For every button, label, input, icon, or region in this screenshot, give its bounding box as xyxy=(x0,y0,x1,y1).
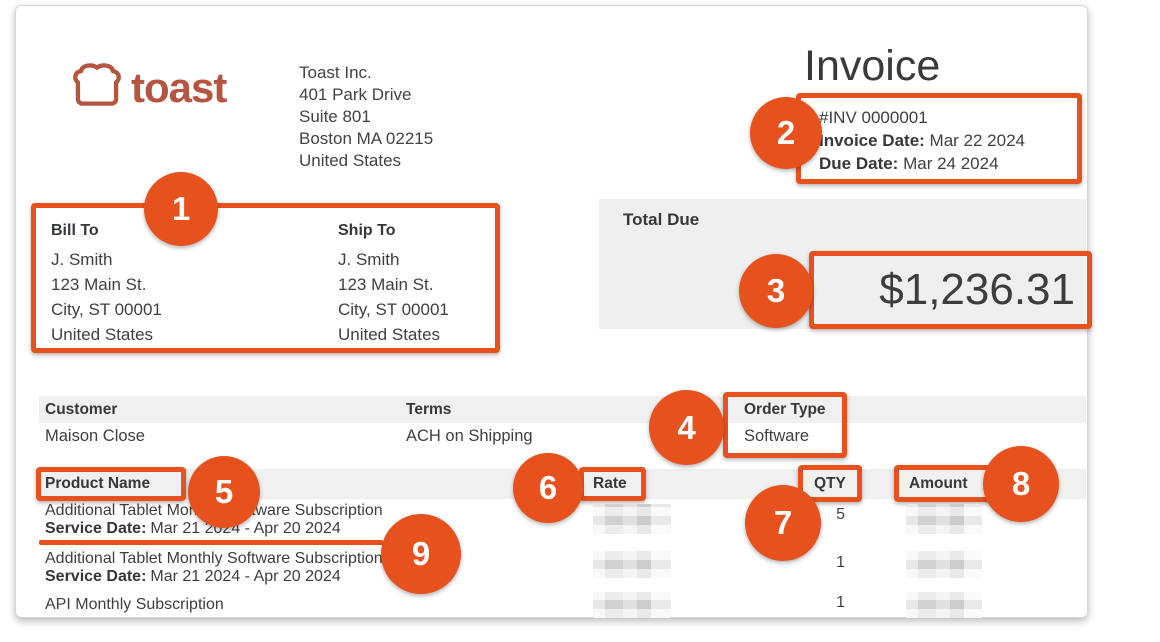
order-type-header: Order Type xyxy=(744,401,826,418)
invoice-number: #INV 0000001 xyxy=(819,108,928,127)
terms-header: Terms xyxy=(406,401,452,418)
customer-value: Maison Close xyxy=(45,427,145,445)
company-street: 401 Park Drive xyxy=(299,85,412,104)
invoice-date-line: Invoice Date: Mar 22 2024 xyxy=(819,129,1077,152)
callout-4: 4 xyxy=(649,390,724,465)
due-date-label: Due Date: xyxy=(819,154,899,173)
redacted-rate-value xyxy=(593,504,671,534)
rate-annotation-box xyxy=(579,467,646,501)
callout-7: 7 xyxy=(745,485,821,561)
ship-to-country: United States xyxy=(338,325,441,344)
order-type-value: Software xyxy=(744,427,810,445)
total-amount: $1,236.31 xyxy=(879,265,1075,314)
total-amount-annotation-box: $1,236.31 xyxy=(809,251,1092,329)
callout-2: 2 xyxy=(750,97,822,169)
callout-9: 9 xyxy=(381,514,461,594)
logo-wordmark: toast xyxy=(131,63,227,111)
redacted-amount-value xyxy=(906,551,982,578)
amount-annotation-box xyxy=(894,465,991,502)
ship-to-street: 123 Main St. xyxy=(338,275,434,294)
product-name: API Monthly Subscription xyxy=(45,596,224,613)
qty-value: 1 xyxy=(836,594,845,611)
invoice-date-value: Mar 22 2024 xyxy=(929,131,1025,150)
service-date-value: Mar 21 2024 - Apr 20 2024 xyxy=(150,520,341,537)
service-date-label: Service Date: xyxy=(45,568,147,585)
bill-to-street: 123 Main St. xyxy=(51,275,147,294)
invoice-details-annotation-box: #INV 0000001 Invoice Date: Mar 22 2024 D… xyxy=(796,93,1082,184)
bill-to-country: United States xyxy=(51,325,154,344)
product-name: Additional Tablet Monthly Software Subsc… xyxy=(45,550,383,567)
table-row: API Monthly Subscription xyxy=(45,596,224,614)
qty-value: 1 xyxy=(836,554,845,571)
terms-value: ACH on Shipping xyxy=(406,427,533,445)
billing-annotation-box: Bill To J. Smith 123 Main St. City, ST 0… xyxy=(31,203,500,353)
qty-annotation-box xyxy=(798,465,862,502)
redacted-amount-value xyxy=(906,592,982,618)
amount-header: Amount xyxy=(909,475,968,492)
service-date-value: Mar 21 2024 - Apr 20 2024 xyxy=(150,568,341,585)
callout-8: 8 xyxy=(983,446,1059,522)
product-name-annotation-box xyxy=(36,467,186,501)
callout-9-underline xyxy=(39,540,383,545)
qty-header: QTY xyxy=(814,475,846,492)
invoice-title: Invoice xyxy=(804,42,941,90)
company-country: United States xyxy=(299,151,402,170)
company-suite: Suite 801 xyxy=(299,107,371,126)
company-address: Toast Inc. 401 Park Drive Suite 801 Bost… xyxy=(299,62,433,172)
bill-to-block: Bill To J. Smith 123 Main St. City, ST 0… xyxy=(51,218,162,347)
rate-header: Rate xyxy=(593,475,627,492)
ship-to-label: Ship To xyxy=(338,222,396,239)
due-date-value: Mar 24 2024 xyxy=(903,154,999,173)
total-due-label: Total Due xyxy=(623,210,700,229)
order-type-annotation-box xyxy=(723,392,847,458)
table-row: Additional Tablet Monthly Software Subsc… xyxy=(45,502,383,538)
service-date-line: Service Date: Mar 21 2024 - Apr 20 2024 xyxy=(45,520,383,538)
company-city: Boston MA 02215 xyxy=(299,129,434,148)
redacted-rate-value xyxy=(593,592,671,618)
qty-value: 5 xyxy=(836,506,845,523)
redacted-amount-value xyxy=(906,504,982,534)
order-info-header-band xyxy=(39,396,1086,423)
invoice-date-label: Invoice Date: xyxy=(819,131,925,150)
callout-3: 3 xyxy=(739,254,813,328)
callout-1: 1 xyxy=(144,172,218,246)
ship-to-name: J. Smith xyxy=(338,250,400,269)
company-name: Toast Inc. xyxy=(299,63,372,82)
service-date-label: Service Date: xyxy=(45,520,147,537)
redacted-rate-value xyxy=(593,551,671,578)
customer-header: Customer xyxy=(45,401,118,418)
bill-to-city: City, ST 00001 xyxy=(51,300,162,319)
service-date-line: Service Date: Mar 21 2024 - Apr 20 2024 xyxy=(45,568,383,586)
total-due-panel: Total Due xyxy=(599,199,1086,329)
invoice-document: toast Toast Inc. 401 Park Drive Suite 80… xyxy=(15,5,1092,618)
bill-to-label: Bill To xyxy=(51,222,99,239)
table-row: Additional Tablet Monthly Software Subsc… xyxy=(45,550,383,586)
toast-logo: toast xyxy=(71,62,227,113)
bill-to-name: J. Smith xyxy=(51,250,113,269)
product-name-header: Product Name xyxy=(45,475,151,492)
due-date-line: Due Date: Mar 24 2024 xyxy=(819,152,1077,175)
bread-slice-icon xyxy=(71,62,123,113)
callout-6: 6 xyxy=(513,453,583,523)
ship-to-block: Ship To J. Smith 123 Main St. City, ST 0… xyxy=(338,218,449,347)
ship-to-city: City, ST 00001 xyxy=(338,300,449,319)
callout-5: 5 xyxy=(188,456,260,528)
